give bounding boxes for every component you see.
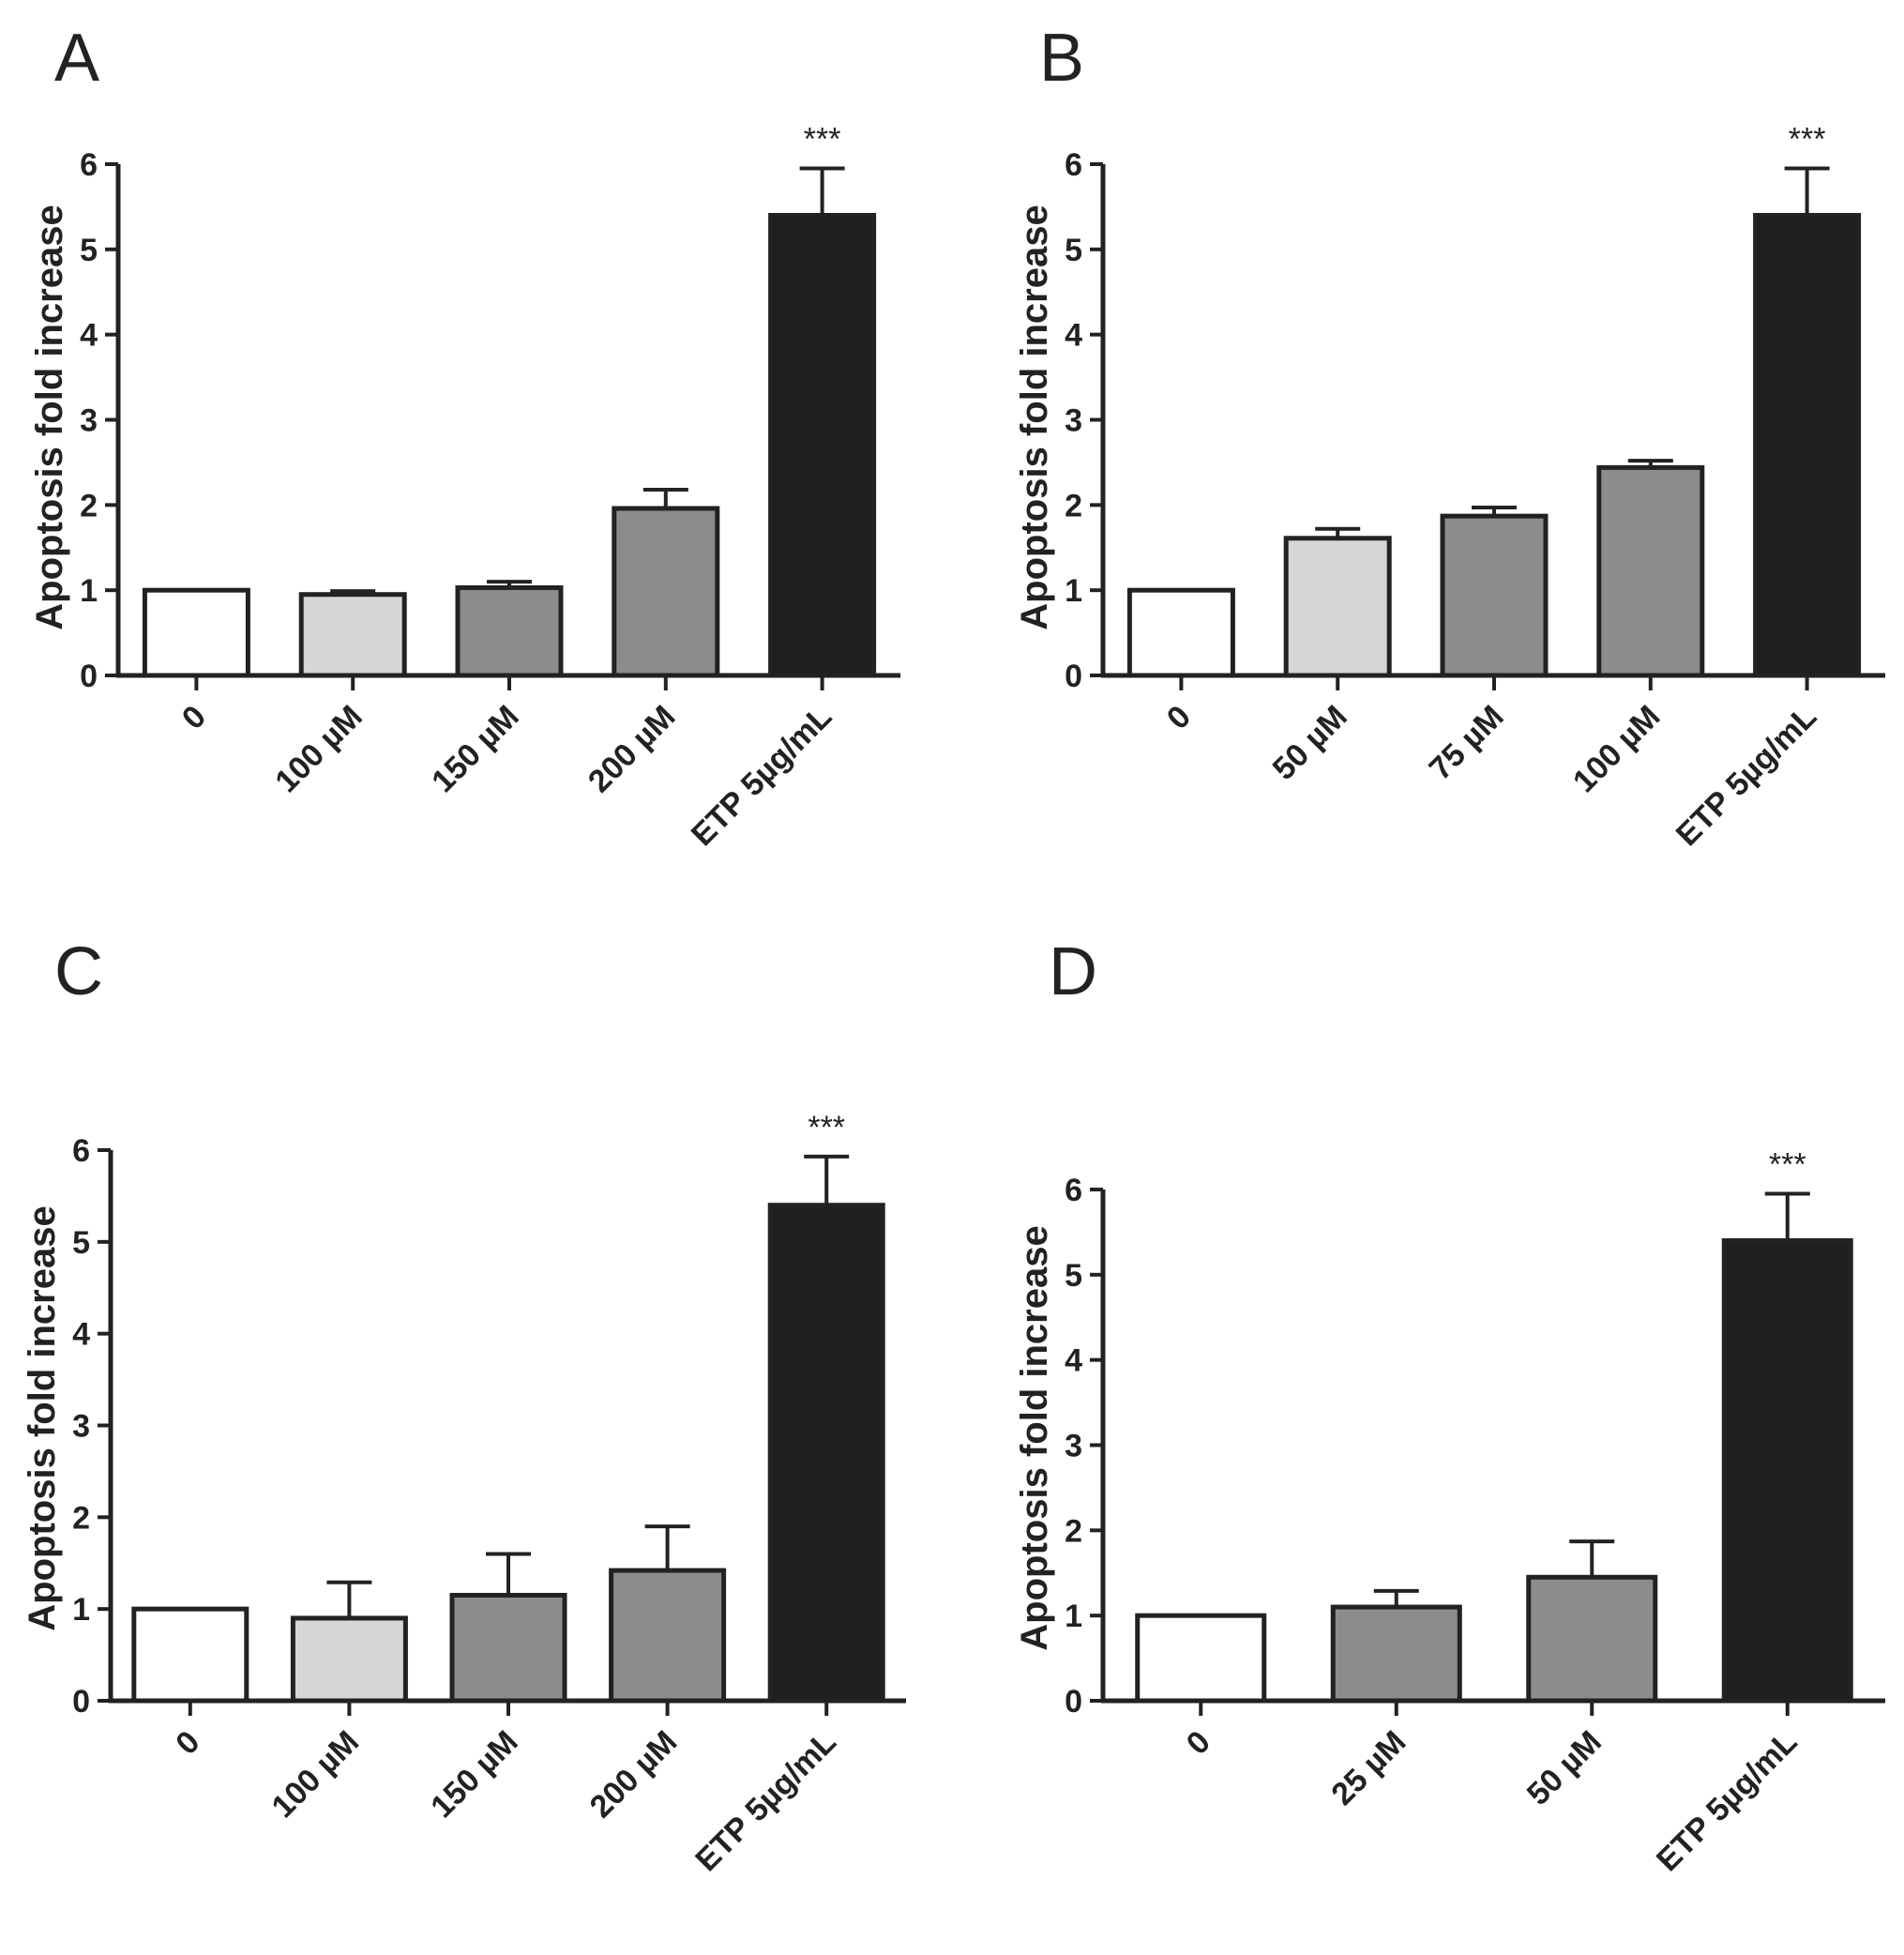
bar [455,584,564,678]
y-tick-label: 1 [1065,573,1082,609]
bar [1283,536,1392,678]
panel-a: A Apoptosis fold increase 0 1 2 3 4 5 6 0 100 µM… [29,21,900,853]
category-label: ETP 5µg/mL [1650,1724,1805,1879]
y-tick-label: 3 [1065,1429,1082,1464]
bar [1330,1604,1462,1704]
bar [1753,213,1862,678]
category-label: 0 [1160,699,1198,736]
category-label: 150 µM [425,699,526,800]
y-tick-label: 1 [80,573,98,609]
bar [1135,1613,1267,1704]
y-tick-label: 5 [1065,1258,1082,1294]
panel-c-y-axis-title: Apoptosis fold increase [22,1205,63,1630]
bar [449,1592,567,1704]
bar [290,1615,408,1704]
y-tick-label: 1 [72,1592,90,1628]
bar [1721,1238,1853,1704]
category-label: 0 [1180,1724,1217,1762]
y-tick-label: 0 [80,659,98,694]
category-label: 25 µM [1324,1724,1413,1812]
category-label: 200 µM [582,699,683,800]
y-tick-label: 4 [72,1317,90,1353]
category-label: 50 µM [1266,699,1354,787]
panel-d-letter: D [1049,934,1097,1009]
y-tick-label: 2 [72,1500,90,1536]
panel-d: D Apoptosis fold increase 0 1 2 3 4 5 6 0 25 µM 5… [1014,934,1885,1878]
y-tick-label: 6 [1065,1173,1082,1208]
bar [298,592,407,678]
category-label: 100 µM [268,699,370,800]
bar [1526,1574,1658,1704]
y-tick-label: 3 [1065,403,1082,439]
y-tick-label: 0 [72,1684,90,1720]
y-tick-label: 4 [1065,318,1082,354]
bar [131,1606,249,1704]
category-label: 150 µM [424,1724,525,1826]
panel-a-letter: A [54,21,99,96]
category-label: ETP 5µg/mL [685,699,839,854]
bar [1596,464,1705,678]
bar [768,213,877,678]
bar [1440,513,1549,678]
significance-label: *** [1789,122,1826,158]
y-tick-label: 5 [1065,233,1082,268]
significance-label: *** [804,122,841,158]
panel-b: B Apoptosis fold increase 0 1 2 3 4 5 6 0 50 µM 7… [1014,21,1885,853]
y-tick-label: 2 [1065,1513,1082,1549]
category-label: ETP 5µg/mL [688,1724,843,1879]
y-tick-label: 2 [1065,488,1082,523]
panel-c-letter: C [54,934,103,1009]
y-tick-label: 1 [1065,1599,1082,1634]
category-label: 0 [169,1724,206,1762]
bar [767,1203,885,1704]
panel-c: C Apoptosis fold increase 0 1 2 3 4 5 6 0 100 µM… [22,934,906,1878]
bar [609,1568,727,1704]
category-label: 0 [175,699,213,736]
y-tick-label: 4 [80,318,98,354]
category-label: 200 µM [583,1724,685,1826]
y-tick-label: 4 [1065,1343,1082,1379]
category-label: ETP 5µg/mL [1670,699,1824,854]
panel-b-letter: B [1039,21,1084,96]
panel-b-plot: 0 1 2 3 4 5 6 0 50 µM 75 µM 100 µM ETP 5µg/mL *** [1065,122,1885,854]
y-tick-label: 3 [72,1409,90,1445]
y-tick-label: 3 [80,403,98,439]
panel-d-y-axis-title: Apoptosis fold increase [1014,1225,1055,1650]
bar [612,506,720,678]
bar [142,587,250,678]
panel-c-plot: 0 1 2 3 4 5 6 0 100 µM 150 µM 200 µM ETP 5µg/mL *** [72,1110,906,1878]
y-tick-label: 5 [80,233,98,268]
y-tick-label: 6 [72,1133,90,1169]
significance-label: *** [1769,1147,1806,1183]
y-tick-label: 6 [1065,147,1082,183]
panel-a-plot: 0 1 2 3 4 5 6 0 100 µM 150 µM 200 µM ETP 5µg/mL *** [80,122,900,854]
y-tick-label: 0 [1065,1684,1082,1720]
bar [1126,587,1235,678]
category-label: 100 µM [265,1724,367,1826]
y-tick-label: 6 [80,147,98,183]
y-tick-label: 2 [80,488,98,523]
category-label: 50 µM [1520,1724,1609,1812]
panel-a-y-axis-title: Apoptosis fold increase [29,205,70,629]
panel-d-plot: 0 1 2 3 4 5 6 0 25 µM 50 µM ETP 5µg/mL *** [1065,1147,1885,1879]
y-tick-label: 0 [1065,659,1082,694]
category-label: 75 µM [1422,699,1510,787]
significance-label: *** [808,1110,845,1145]
y-tick-label: 5 [72,1225,90,1261]
panel-b-y-axis-title: Apoptosis fold increase [1014,205,1055,629]
category-label: 100 µM [1566,699,1668,800]
